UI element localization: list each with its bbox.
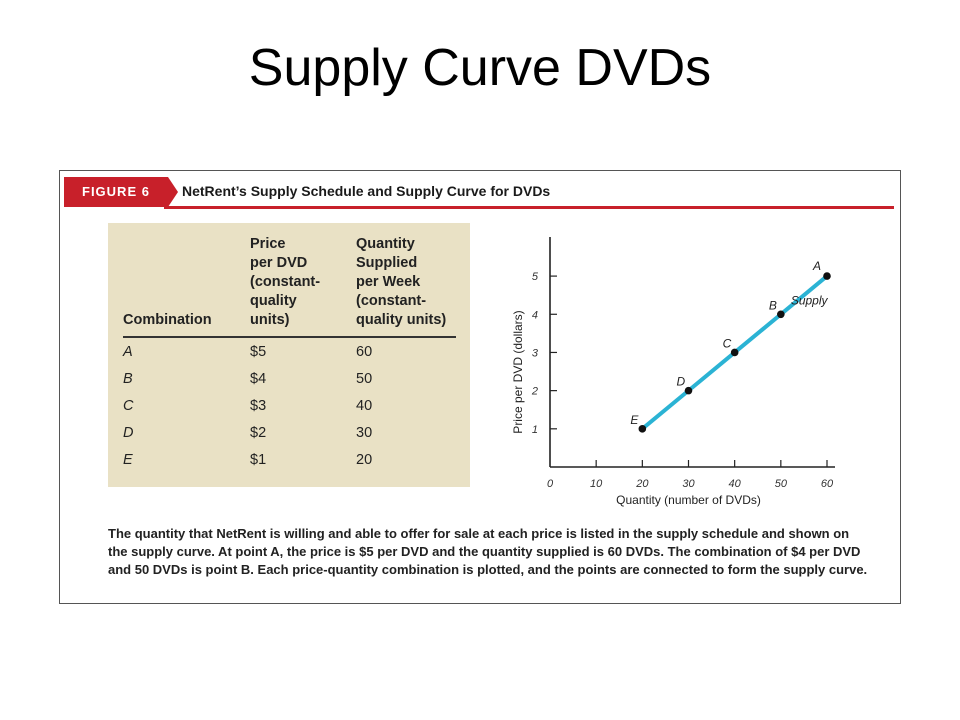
header-combination: Combination: [123, 312, 212, 328]
y-tick-label: 2: [531, 386, 538, 398]
x-axis-label: Quantity (number of DVDs): [616, 493, 761, 507]
x-tick-label: 0: [547, 478, 554, 490]
header-rule: [123, 336, 456, 338]
y-tick-label: 3: [532, 347, 539, 359]
row-e-quantity: 20: [356, 452, 373, 468]
y-tick-label: 1: [532, 424, 538, 436]
point-label-C: C: [723, 336, 732, 350]
point-B: [777, 310, 785, 319]
row-c-quantity: 40: [356, 398, 373, 414]
figure-header: FIGURE 6 NetRent’s Supply Schedule and S…: [64, 177, 894, 209]
row-b-quantity: 50: [356, 371, 373, 387]
x-tick-label: 40: [729, 478, 742, 490]
point-label-B: B: [769, 298, 777, 312]
row-d-quantity: 30: [356, 425, 373, 441]
point-label-A: A: [812, 259, 821, 273]
point-label-D: D: [677, 375, 686, 389]
row-e-price: $1: [250, 452, 267, 468]
supply-schedule-table: Combination Price per DVD (constant- qua…: [108, 223, 470, 487]
point-label-E: E: [630, 413, 639, 427]
header-quantity: Quantity Supplied per Week (constant- qu…: [356, 236, 447, 328]
row-e-combination: E: [123, 452, 133, 468]
x-tick-label: 20: [635, 478, 649, 490]
x-tick-label: 30: [682, 478, 695, 490]
row-a-quantity: 60: [356, 344, 373, 360]
x-tick-label: 50: [775, 478, 788, 490]
x-tick-label: 10: [590, 478, 603, 490]
slide-title: Supply Curve DVDs: [248, 39, 712, 97]
y-axis-label: Price per DVD (dollars): [511, 310, 525, 433]
series-label-supply: Supply: [791, 293, 829, 307]
figure-header-rule: [164, 206, 894, 209]
point-C: [730, 348, 739, 357]
supply-curve-svg: 0 10 20 30 40 50 60 1 2 3 4 5 Quantity (number of DV…: [511, 237, 835, 507]
point-A: [823, 272, 831, 280]
header-price: Price per DVD (constant- quality units): [250, 236, 321, 328]
row-b-price: $4: [250, 371, 267, 387]
y-tick-label: 4: [532, 309, 538, 321]
row-d-price: $2: [250, 425, 267, 441]
y-tick-label: 5: [532, 271, 539, 283]
figure-title: NetRent’s Supply Schedule and Supply Cur…: [182, 183, 551, 199]
row-b-combination: B: [123, 371, 133, 387]
row-c-combination: C: [123, 398, 134, 414]
row-a-combination: A: [123, 344, 133, 360]
x-tick-label: 60: [821, 478, 834, 490]
row-c-price: $3: [250, 398, 267, 414]
row-d-combination: D: [123, 425, 134, 441]
supply-curve-chart: 0 10 20 30 40 50 60 1 2 3 4 5 Quantity (number of DV…: [500, 231, 880, 521]
point-D: [684, 386, 693, 395]
point-E: [638, 425, 647, 433]
figure-caption: The quantity that NetRent is willing and…: [108, 526, 868, 577]
figure-panel: FIGURE 6 NetRent’s Supply Schedule and S…: [59, 170, 901, 604]
figure-tag: FIGURE 6: [64, 177, 178, 207]
row-a-price: $5: [250, 344, 267, 360]
